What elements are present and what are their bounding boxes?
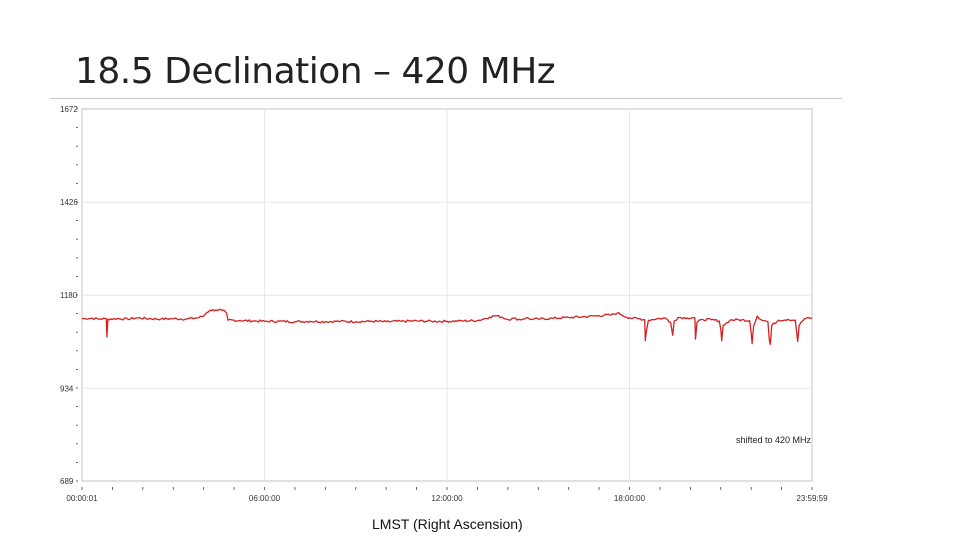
annotation: shifted to 420 MHz xyxy=(736,435,812,445)
y-tick-label: 1180 xyxy=(60,291,78,300)
tick-marks xyxy=(76,108,813,490)
gridlines xyxy=(81,108,813,482)
x-tick-label: 06:00:00 xyxy=(249,494,281,503)
line-chart: 1672 1426 1180 934 689 00:00:01 06:00:00 12:00… xyxy=(60,105,828,503)
y-tick-labels: 1672 1426 1180 934 689 xyxy=(60,105,78,486)
x-axis-caption: LMST (Right Ascension) xyxy=(372,516,523,532)
y-tick-label: 934 xyxy=(60,384,74,393)
chart-frame: 1672 1426 1180 934 689 00:00:01 06:00:00 12:00… xyxy=(50,98,842,511)
x-tick-label: 23:59:59 xyxy=(796,494,828,503)
x-tick-labels: 00:00:01 06:00:00 12:00:00 18:00:00 23:59:59 xyxy=(66,494,828,503)
slide-title: 18.5 Declination – 420 MHz xyxy=(75,51,556,92)
y-tick-label: 1426 xyxy=(60,198,78,207)
y-tick-label: 1672 xyxy=(60,105,78,114)
y-tick-label: 689 xyxy=(60,477,74,486)
x-tick-label: 00:00:01 xyxy=(66,494,98,503)
x-tick-label: 12:00:00 xyxy=(431,494,463,503)
x-tick-label: 18:00:00 xyxy=(614,494,646,503)
series-line xyxy=(81,308,813,346)
